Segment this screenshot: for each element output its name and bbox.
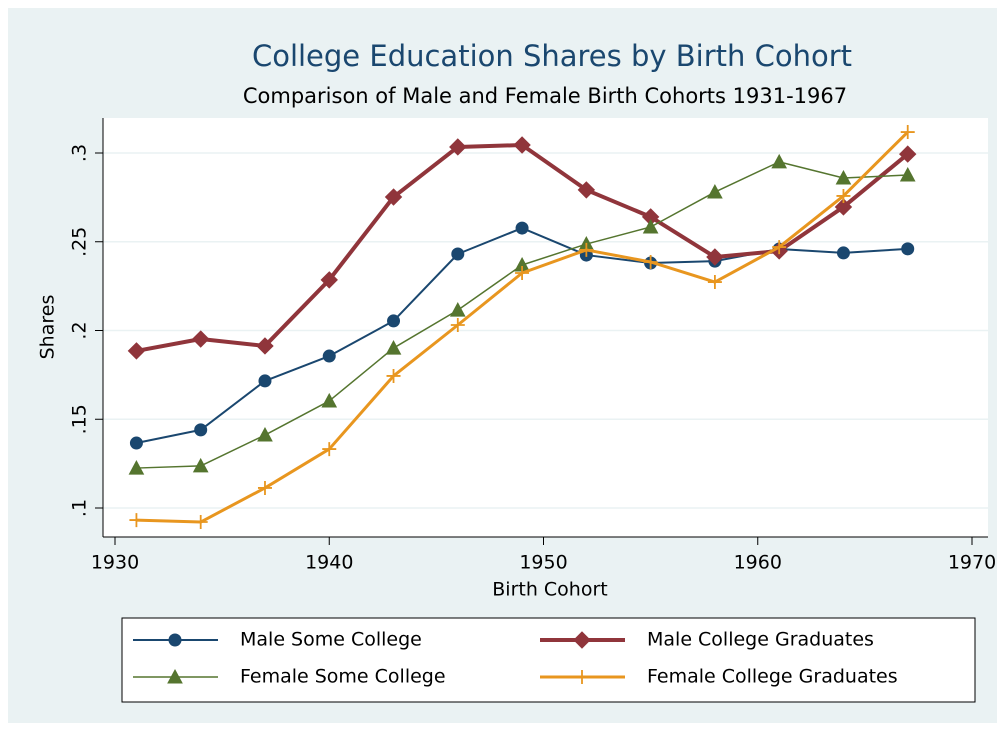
point bbox=[901, 242, 915, 256]
point bbox=[899, 166, 916, 182]
point bbox=[129, 436, 143, 450]
point bbox=[385, 340, 402, 355]
point bbox=[515, 265, 530, 280]
point bbox=[449, 138, 467, 156]
point bbox=[642, 218, 659, 234]
point bbox=[129, 513, 144, 528]
y-tick-label: .1 bbox=[69, 499, 91, 517]
x-tick-label: 1970 bbox=[948, 552, 996, 574]
point bbox=[836, 188, 851, 203]
point bbox=[900, 125, 915, 140]
point bbox=[322, 349, 336, 363]
point bbox=[706, 248, 724, 266]
point bbox=[191, 330, 210, 348]
point bbox=[899, 145, 917, 163]
point bbox=[127, 342, 146, 360]
point bbox=[322, 442, 337, 457]
legend-marker bbox=[168, 633, 182, 647]
x-axis-title: Birth Cohort bbox=[492, 579, 607, 601]
chart-subtitle: Comparison of Male and Female Birth Coho… bbox=[243, 84, 847, 108]
point bbox=[834, 198, 853, 216]
x-tick-label: 1930 bbox=[91, 552, 139, 574]
point bbox=[192, 457, 209, 473]
legend-marker bbox=[167, 668, 183, 684]
y-tick-label: .15 bbox=[69, 404, 91, 434]
y-tick-label: .2 bbox=[69, 321, 91, 339]
point bbox=[193, 515, 208, 530]
point bbox=[515, 221, 529, 235]
legend-label: Female College Graduates bbox=[647, 666, 898, 688]
plot-area bbox=[103, 118, 988, 537]
y-axis-title: Shares bbox=[37, 295, 59, 360]
point bbox=[579, 242, 594, 257]
y-tick-label: .25 bbox=[69, 227, 91, 257]
point bbox=[449, 302, 466, 317]
point bbox=[128, 460, 145, 475]
legend-marker bbox=[575, 670, 589, 684]
point bbox=[451, 247, 465, 261]
point bbox=[258, 374, 272, 388]
point bbox=[835, 169, 852, 185]
point bbox=[707, 183, 723, 199]
point bbox=[256, 337, 274, 355]
legend-label: Female Some College bbox=[240, 666, 446, 688]
x-tick-label: 1940 bbox=[305, 552, 353, 574]
y-tick-label: .3 bbox=[69, 144, 91, 162]
legend-label: Male College Graduates bbox=[647, 629, 874, 651]
point bbox=[643, 254, 658, 269]
point bbox=[257, 426, 273, 442]
legend bbox=[121, 617, 976, 703]
point bbox=[321, 392, 338, 408]
point bbox=[513, 136, 531, 154]
point bbox=[707, 275, 722, 290]
x-tick-label: 1960 bbox=[734, 552, 782, 574]
point bbox=[257, 480, 272, 495]
point bbox=[450, 317, 465, 332]
point bbox=[194, 423, 208, 437]
point bbox=[386, 368, 401, 383]
x-tick-label: 1950 bbox=[519, 552, 567, 574]
point bbox=[772, 240, 787, 255]
chart-title: College Education Shares by Birth Cohort bbox=[252, 39, 852, 73]
point bbox=[320, 271, 338, 289]
point bbox=[771, 153, 788, 169]
legend-marker bbox=[573, 631, 591, 649]
legend-label: Male Some College bbox=[240, 629, 422, 651]
point bbox=[577, 181, 596, 199]
point bbox=[384, 188, 403, 206]
point bbox=[387, 314, 401, 328]
point bbox=[836, 246, 850, 260]
